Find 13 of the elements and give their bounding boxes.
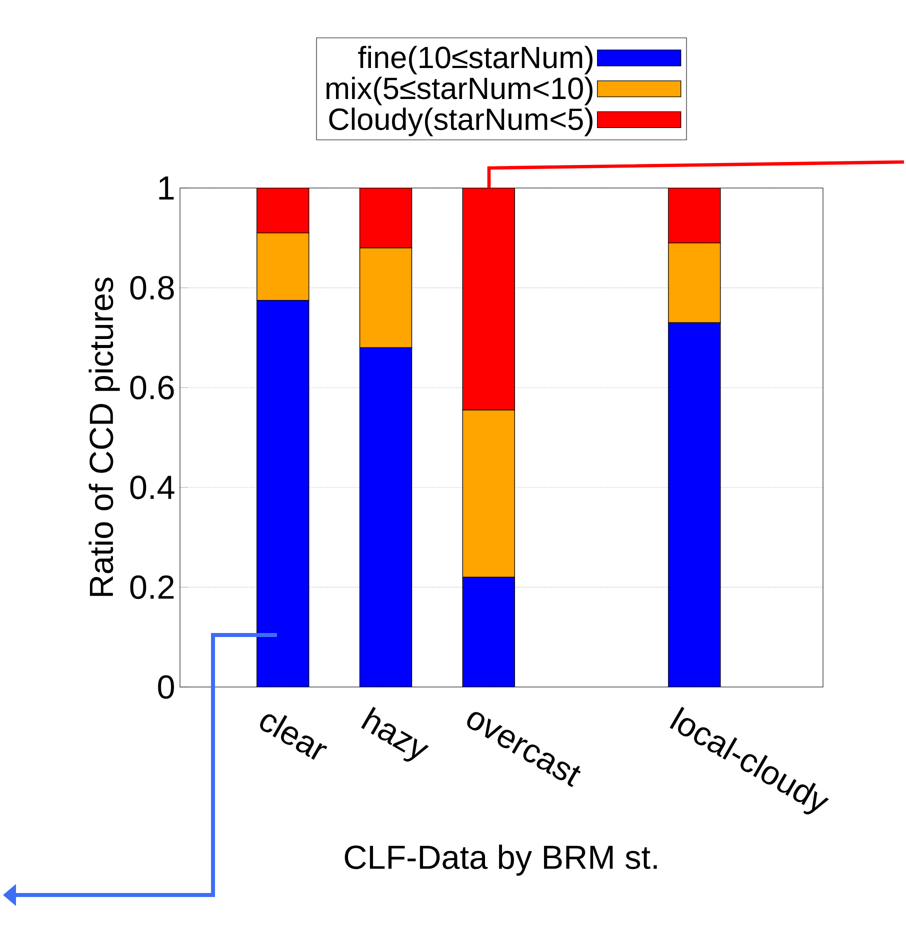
legend-label: mix(5≤starNum<10) bbox=[326, 76, 593, 106]
y-tick-label: 0.4 bbox=[130, 476, 174, 500]
x-tick-label: clear bbox=[260, 714, 328, 760]
y-tick-label: 0 bbox=[158, 675, 174, 699]
y-axis-title: Ratio of CCD pictures bbox=[88, 278, 120, 596]
y-tick-label: 1 bbox=[159, 176, 174, 200]
legend-label: Cloudy(starNum<5) bbox=[329, 108, 593, 136]
y-tick-label: 0.2 bbox=[130, 575, 174, 600]
y-tick-label: 0.8 bbox=[130, 276, 174, 300]
x-axis-title: CLF-Data by BRM st. bbox=[345, 844, 657, 876]
legend-label: fine(10≤starNum) bbox=[358, 46, 593, 74]
y-tick-label: 0.6 bbox=[130, 376, 174, 400]
x-tick-label: hazy bbox=[361, 706, 430, 762]
